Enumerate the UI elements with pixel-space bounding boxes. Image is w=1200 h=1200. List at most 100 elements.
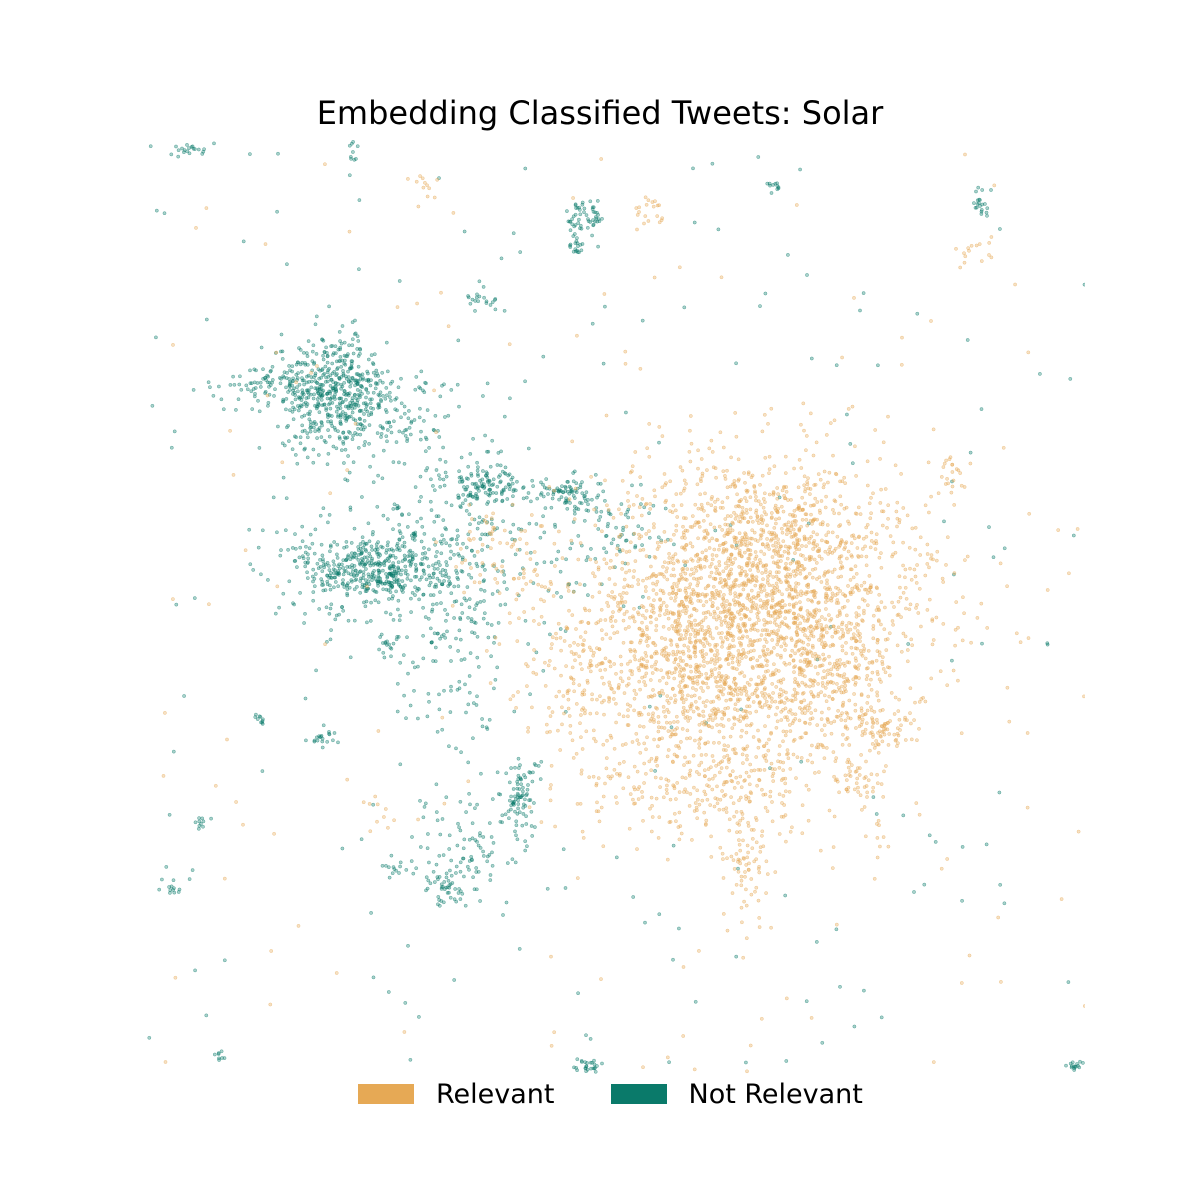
- point-relevant: [708, 597, 713, 602]
- point-not-relevant: [434, 468, 439, 472]
- point-relevant: [652, 522, 656, 526]
- point-not-relevant: [440, 573, 445, 578]
- point-not-relevant: [321, 357, 326, 362]
- point-relevant: [707, 539, 712, 543]
- point-not-relevant: [358, 579, 363, 583]
- point-relevant: [622, 585, 626, 590]
- point-relevant: [929, 676, 934, 681]
- point-not-relevant: [467, 572, 471, 577]
- point-not-relevant: [974, 189, 978, 194]
- point-relevant: [523, 529, 527, 533]
- point-not-relevant: [466, 295, 471, 300]
- point-relevant: [640, 790, 644, 794]
- point-not-relevant: [879, 1015, 884, 1020]
- point-not-relevant: [379, 632, 384, 637]
- point-not-relevant: [327, 402, 331, 407]
- point-not-relevant: [381, 513, 386, 518]
- point-not-relevant: [346, 571, 351, 576]
- point-not-relevant: [468, 651, 473, 655]
- point-relevant: [714, 626, 719, 630]
- point-not-relevant: [424, 381, 428, 386]
- point-not-relevant: [284, 496, 289, 501]
- point-relevant: [867, 574, 872, 578]
- point-not-relevant: [385, 369, 390, 374]
- point-not-relevant: [568, 242, 573, 247]
- point-not-relevant: [734, 361, 738, 366]
- point-relevant: [674, 523, 679, 528]
- point-relevant: [796, 613, 801, 618]
- point-relevant: [734, 775, 739, 780]
- point-not-relevant: [232, 382, 237, 387]
- point-relevant: [758, 637, 762, 642]
- point-relevant: [808, 492, 812, 496]
- point-not-relevant: [394, 589, 398, 594]
- point-relevant: [710, 536, 715, 541]
- point-relevant: [762, 623, 767, 627]
- point-not-relevant: [593, 472, 598, 477]
- point-relevant: [913, 525, 918, 530]
- point-not-relevant: [454, 599, 459, 604]
- point-not-relevant: [293, 559, 298, 563]
- point-relevant: [635, 847, 639, 851]
- point-not-relevant: [381, 650, 386, 655]
- point-not-relevant: [513, 552, 518, 557]
- point-not-relevant: [521, 785, 525, 790]
- point-not-relevant: [457, 679, 462, 684]
- point-relevant: [594, 809, 599, 814]
- point-not-relevant: [419, 539, 424, 544]
- point-not-relevant: [475, 460, 479, 465]
- point-relevant: [603, 656, 608, 661]
- point-not-relevant: [392, 502, 397, 507]
- point-not-relevant: [346, 369, 350, 374]
- point-relevant: [632, 688, 637, 693]
- point-relevant: [904, 606, 908, 611]
- point-not-relevant: [569, 488, 574, 492]
- point-relevant: [748, 507, 753, 512]
- point-relevant: [550, 710, 555, 714]
- point-relevant: [655, 579, 660, 584]
- point-not-relevant: [391, 527, 395, 532]
- point-relevant: [739, 692, 744, 696]
- point-relevant: [771, 491, 776, 495]
- point-not-relevant: [342, 461, 346, 465]
- point-relevant: [657, 425, 662, 429]
- point-not-relevant: [473, 485, 478, 490]
- point-relevant: [660, 648, 665, 653]
- point-relevant: [758, 654, 762, 659]
- point-relevant: [879, 551, 883, 555]
- point-relevant: [761, 528, 766, 533]
- point-relevant: [837, 665, 842, 669]
- point-relevant: [649, 664, 654, 669]
- point-relevant: [732, 479, 737, 483]
- point-not-relevant: [436, 902, 440, 907]
- point-relevant: [772, 662, 776, 667]
- point-not-relevant: [495, 463, 500, 467]
- point-not-relevant: [259, 345, 264, 350]
- point-relevant: [701, 518, 706, 523]
- point-not-relevant: [280, 357, 285, 361]
- point-relevant: [870, 659, 875, 664]
- point-not-relevant: [556, 549, 561, 554]
- point-not-relevant: [423, 615, 428, 619]
- point-not-relevant: [358, 552, 363, 556]
- point-not-relevant: [231, 374, 235, 379]
- point-not-relevant: [461, 492, 466, 497]
- point-relevant: [704, 548, 708, 553]
- point-relevant: [744, 499, 749, 504]
- point-relevant: [365, 584, 369, 589]
- point-relevant: [854, 474, 858, 478]
- point-not-relevant: [379, 562, 384, 566]
- point-relevant: [855, 629, 860, 633]
- point-not-relevant: [361, 570, 366, 574]
- point-relevant: [1045, 588, 1050, 592]
- point-not-relevant: [471, 875, 475, 880]
- point-not-relevant: [756, 155, 761, 159]
- point-not-relevant: [814, 940, 819, 944]
- point-not-relevant: [394, 440, 399, 444]
- point-not-relevant: [507, 487, 512, 492]
- point-relevant: [713, 675, 718, 680]
- point-not-relevant: [472, 554, 477, 558]
- point-relevant: [725, 485, 730, 490]
- point-not-relevant: [459, 602, 464, 607]
- point-not-relevant: [513, 860, 518, 865]
